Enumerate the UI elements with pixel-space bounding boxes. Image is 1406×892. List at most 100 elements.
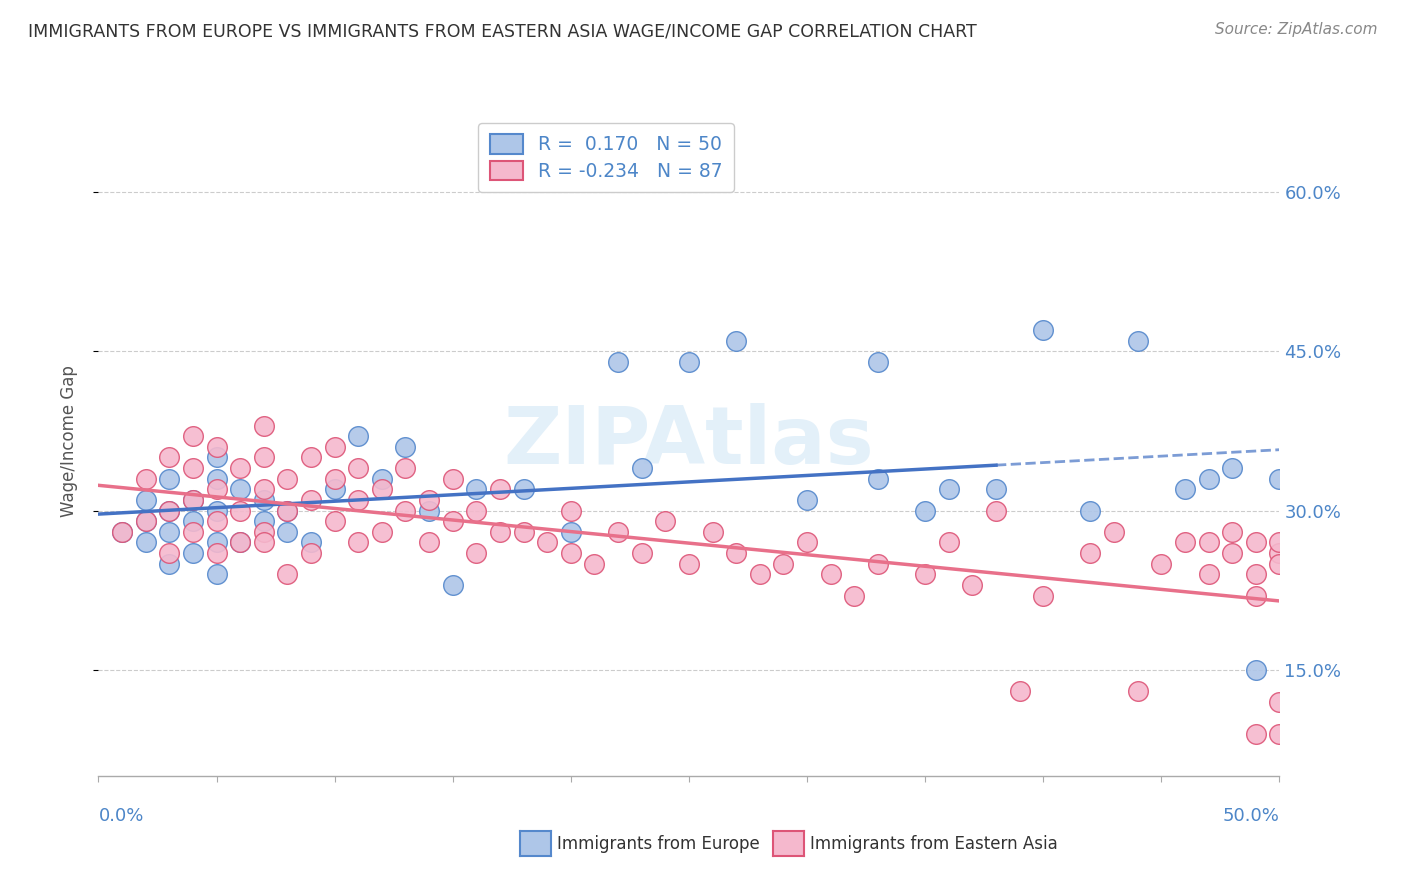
Point: [583, 557, 606, 571]
Point: [371, 483, 394, 497]
Point: [299, 492, 322, 507]
Point: [111, 524, 134, 539]
Text: ZIPAtlas: ZIPAtlas: [503, 402, 875, 481]
Point: [205, 535, 228, 549]
Point: [914, 567, 936, 582]
Point: [536, 535, 558, 549]
Point: [984, 503, 1007, 517]
Point: [512, 483, 534, 497]
Point: [347, 535, 370, 549]
Point: [678, 557, 700, 571]
Point: [394, 503, 416, 517]
Point: [1032, 323, 1054, 337]
Point: [111, 524, 134, 539]
Point: [938, 535, 960, 549]
Point: [229, 503, 252, 517]
Point: [229, 535, 252, 549]
Point: [630, 546, 652, 560]
Point: [748, 567, 770, 582]
Text: 0.0%: 0.0%: [98, 807, 143, 825]
Point: [181, 546, 204, 560]
Point: [135, 472, 157, 486]
Point: [489, 483, 512, 497]
Point: [796, 492, 818, 507]
Point: [512, 524, 534, 539]
Point: [205, 472, 228, 486]
Point: [253, 483, 276, 497]
Point: [157, 472, 180, 486]
Point: [607, 524, 630, 539]
Point: [1198, 535, 1220, 549]
Point: [1244, 663, 1267, 677]
Point: [205, 514, 228, 528]
Point: [1244, 567, 1267, 582]
Point: [347, 492, 370, 507]
Point: [962, 578, 984, 592]
Point: [229, 483, 252, 497]
Point: [276, 503, 298, 517]
Point: [135, 514, 157, 528]
Point: [299, 546, 322, 560]
Text: 50.0%: 50.0%: [1223, 807, 1279, 825]
Point: [1268, 695, 1291, 709]
Point: [465, 483, 488, 497]
Point: [323, 483, 346, 497]
Point: [347, 429, 370, 443]
Point: [1268, 726, 1291, 740]
Point: [1268, 535, 1291, 549]
Point: [678, 355, 700, 369]
Point: [371, 524, 394, 539]
Point: [205, 567, 228, 582]
Point: [560, 546, 582, 560]
Point: [1080, 503, 1102, 517]
Point: [465, 503, 488, 517]
Text: Source: ZipAtlas.com: Source: ZipAtlas.com: [1215, 22, 1378, 37]
Point: [347, 461, 370, 475]
Point: [607, 355, 630, 369]
Point: [299, 535, 322, 549]
Point: [654, 514, 676, 528]
Point: [1220, 461, 1243, 475]
Point: [135, 514, 157, 528]
Point: [205, 546, 228, 560]
Point: [205, 440, 228, 454]
Point: [181, 492, 204, 507]
Point: [181, 461, 204, 475]
Point: [205, 483, 228, 497]
Text: Immigrants from Eastern Asia: Immigrants from Eastern Asia: [810, 835, 1057, 853]
Point: [323, 514, 346, 528]
Point: [866, 355, 889, 369]
Point: [1174, 483, 1197, 497]
Point: [253, 450, 276, 465]
Point: [371, 472, 394, 486]
Point: [560, 503, 582, 517]
Point: [1126, 334, 1149, 348]
Point: [418, 535, 440, 549]
Point: [1220, 546, 1243, 560]
Point: [820, 567, 842, 582]
Point: [1008, 684, 1031, 698]
Point: [1268, 546, 1291, 560]
Point: [253, 524, 276, 539]
Point: [157, 524, 180, 539]
Legend: R =  0.170   N = 50, R = -0.234   N = 87: R = 0.170 N = 50, R = -0.234 N = 87: [478, 123, 734, 192]
Point: [984, 483, 1007, 497]
Point: [157, 503, 180, 517]
Point: [1268, 472, 1291, 486]
Point: [253, 514, 276, 528]
Point: [253, 535, 276, 549]
Text: Immigrants from Europe: Immigrants from Europe: [557, 835, 759, 853]
Point: [135, 492, 157, 507]
Text: IMMIGRANTS FROM EUROPE VS IMMIGRANTS FROM EASTERN ASIA WAGE/INCOME GAP CORRELATI: IMMIGRANTS FROM EUROPE VS IMMIGRANTS FRO…: [28, 22, 977, 40]
Point: [181, 492, 204, 507]
Point: [1268, 557, 1291, 571]
Point: [157, 503, 180, 517]
Point: [276, 503, 298, 517]
Point: [465, 546, 488, 560]
Point: [157, 546, 180, 560]
Point: [205, 503, 228, 517]
Point: [1174, 535, 1197, 549]
Point: [560, 524, 582, 539]
Point: [1198, 567, 1220, 582]
Point: [181, 429, 204, 443]
